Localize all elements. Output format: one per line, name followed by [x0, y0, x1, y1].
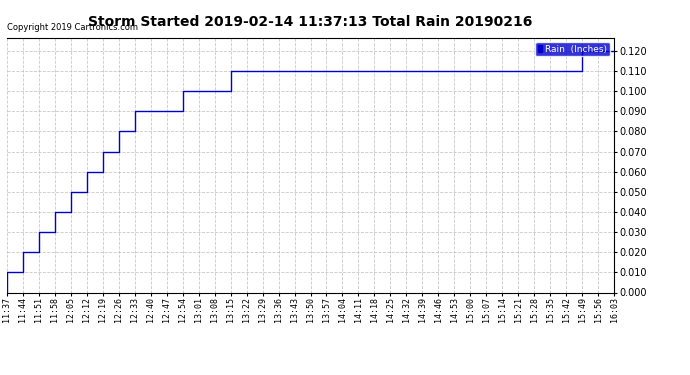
Text: Copyright 2019 Cartronics.com: Copyright 2019 Cartronics.com	[7, 23, 138, 32]
Legend: Rain  (Inches): Rain (Inches)	[535, 42, 609, 56]
Text: Storm Started 2019-02-14 11:37:13 Total Rain 20190216: Storm Started 2019-02-14 11:37:13 Total …	[88, 15, 533, 29]
